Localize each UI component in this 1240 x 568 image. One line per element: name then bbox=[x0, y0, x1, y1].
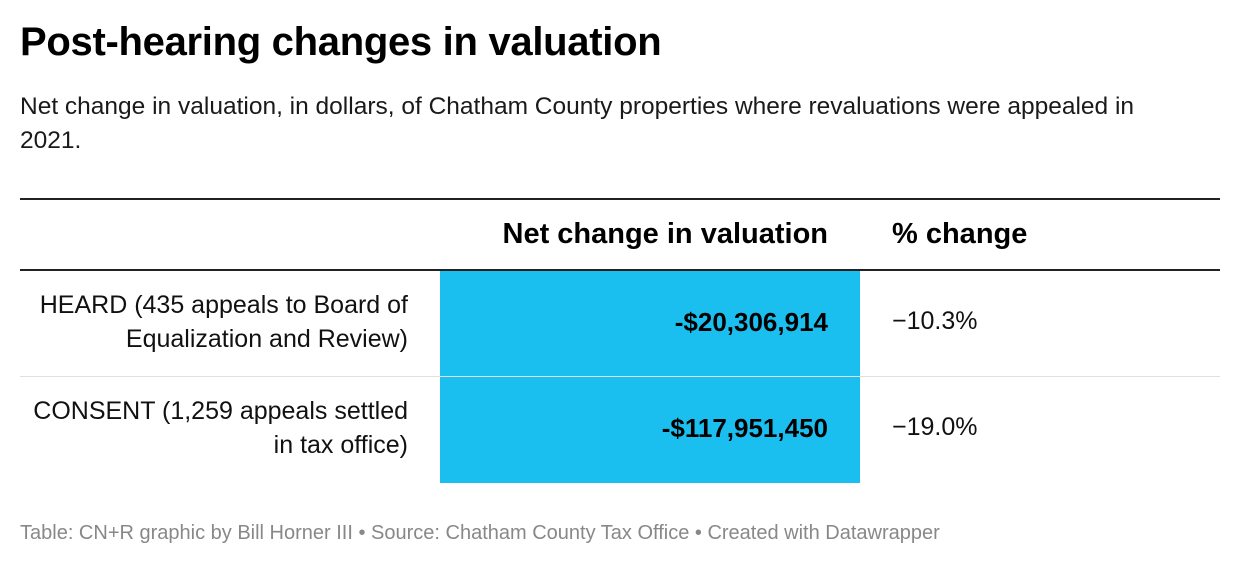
column-header-net-change: Net change in valuation bbox=[502, 218, 829, 250]
table-row: CONSENT (1,259 appeals settled in tax of… bbox=[20, 377, 1220, 483]
net-change-value: -$20,306,914 bbox=[674, 307, 828, 337]
net-change-value: -$117,951,450 bbox=[661, 413, 828, 443]
chart-footer-source: Table: CN+R graphic by Bill Horner III •… bbox=[20, 522, 940, 544]
pct-change-value: −19.0% bbox=[892, 413, 978, 441]
table-row: HEARD (435 appeals to Board of Equalizat… bbox=[20, 271, 1220, 377]
net-change-cell-highlight bbox=[440, 377, 860, 483]
row-label: HEARD (435 appeals to Board of Equalizat… bbox=[39, 291, 408, 353]
pct-change-value: −10.3% bbox=[892, 307, 978, 335]
chart-title: Post-hearing changes in valuation bbox=[20, 20, 662, 64]
column-header-pct-change: % change bbox=[892, 218, 1028, 250]
row-divider bbox=[20, 376, 1220, 377]
row-label: CONSENT (1,259 appeals settled in tax of… bbox=[33, 397, 408, 459]
table-top-rule bbox=[20, 198, 1220, 200]
chart-subtitle: Net change in valuation, in dollars, of … bbox=[20, 93, 1135, 154]
header-rule bbox=[20, 269, 1220, 271]
net-change-cell-highlight bbox=[440, 271, 860, 377]
